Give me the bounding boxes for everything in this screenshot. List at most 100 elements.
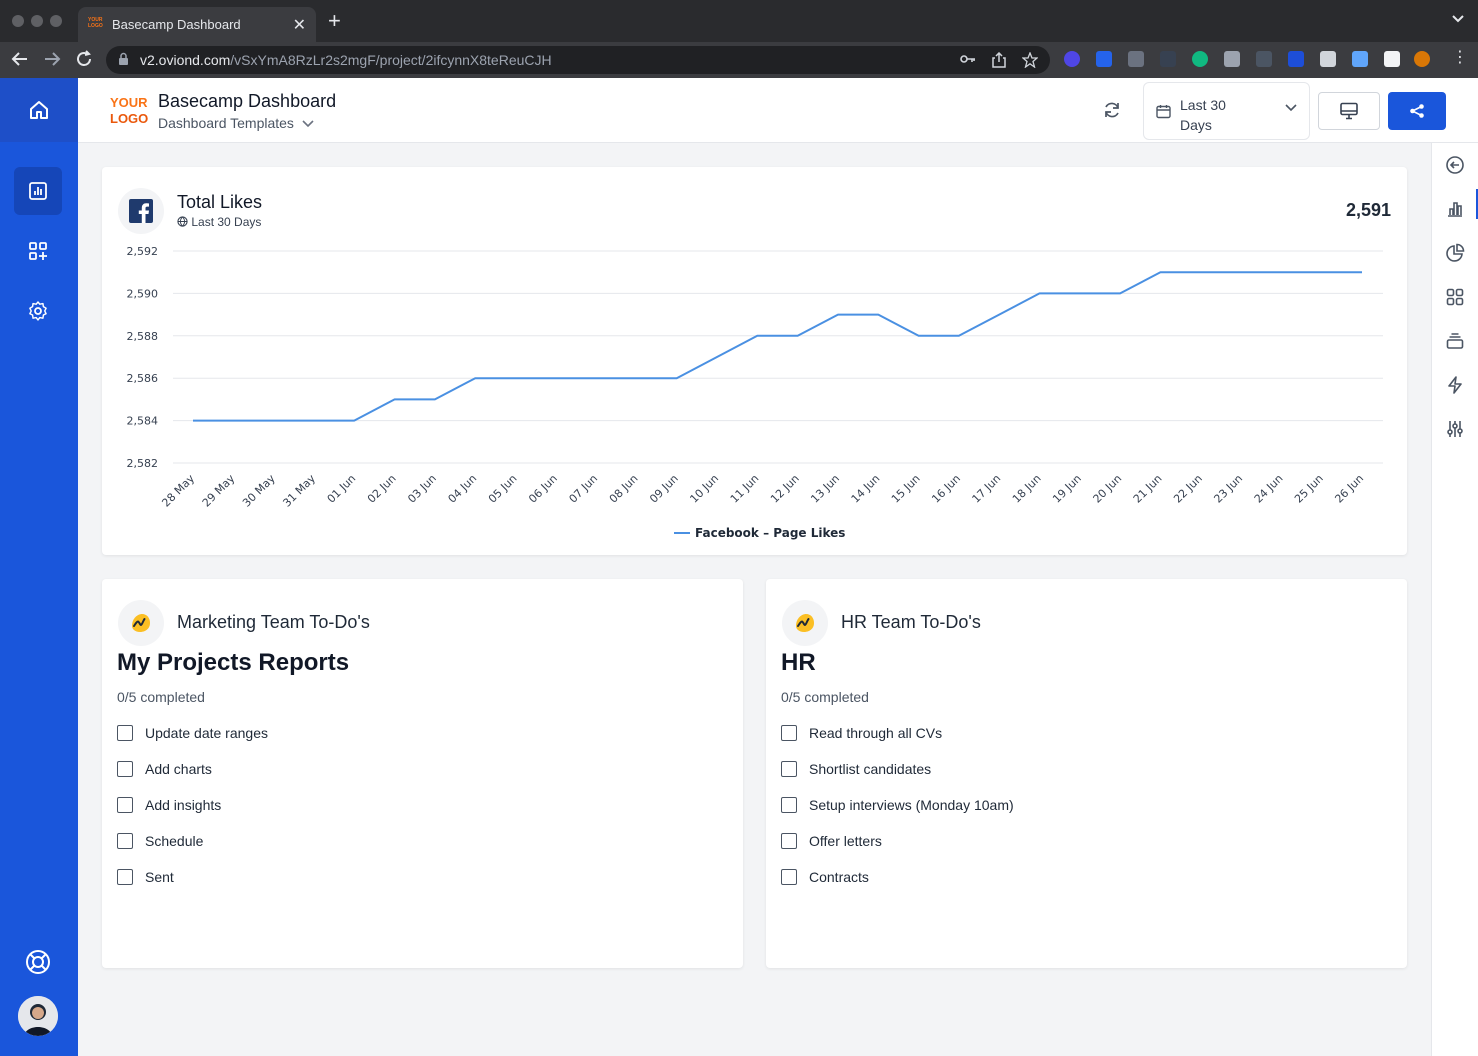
todo-checkbox[interactable]	[117, 797, 133, 813]
x-tick-label: 04 Jun	[446, 472, 480, 506]
tab-title: Basecamp Dashboard	[112, 17, 241, 32]
sidebar-help-button[interactable]	[14, 938, 62, 986]
todo-item: Offer letters	[781, 831, 1014, 867]
refresh-button[interactable]	[1102, 100, 1122, 125]
todo-list: Update date ranges Add charts Add insigh…	[117, 723, 268, 903]
extension-code-icon[interactable]	[1128, 51, 1144, 67]
x-tick-label: 12 Jun	[768, 472, 802, 506]
widget-subtitle: Last 30 Days	[177, 215, 261, 229]
back-arrow-icon[interactable]	[1445, 155, 1465, 175]
series-line	[193, 271, 1362, 422]
page-header: YOUR LOGO Basecamp Dashboard Dashboard T…	[78, 78, 1478, 143]
sliders-icon[interactable]	[1445, 419, 1465, 439]
forward-arrow-icon[interactable]	[42, 49, 62, 73]
share-icon	[1410, 104, 1424, 118]
x-tick-label: 26 Jun	[1332, 472, 1366, 506]
right-tool-rail	[1431, 143, 1478, 1056]
pie-chart-icon[interactable]	[1445, 243, 1465, 263]
x-tick-label: 31 May	[280, 472, 318, 510]
extension-bitwarden-icon[interactable]	[1096, 51, 1112, 67]
grid-icon[interactable]	[1445, 287, 1465, 307]
date-range-label: Last 30 Days	[1180, 97, 1226, 133]
window-zoom-dot[interactable]	[50, 15, 62, 27]
todo-item: Contracts	[781, 867, 1014, 903]
x-tick-label: 01 Jun	[325, 472, 359, 506]
lifebuoy-icon	[26, 950, 50, 974]
todo-checkbox[interactable]	[781, 761, 797, 777]
likes-line-chart: 2,582 2,584 2,586 2,588 2,590 2,592 28 May 29 M…	[127, 245, 1383, 540]
x-tick-label: 08 Jun	[607, 472, 641, 506]
todo-item-text: Shortlist candidates	[809, 761, 932, 777]
address-bar[interactable]: v2.oviond.com/vSxYmA8RzLr2s2mgF/project/…	[106, 46, 1050, 74]
x-tick-label: 15 Jun	[889, 472, 923, 506]
bar-chart-icon[interactable]	[1445, 199, 1465, 219]
page-title: Basecamp Dashboard	[158, 91, 337, 111]
extension-camera-icon[interactable]	[1224, 51, 1240, 67]
y-tick-label: 2,590	[127, 287, 159, 300]
back-arrow-icon[interactable]	[10, 49, 30, 73]
browser-toolbar: v2.oviond.com/vSxYmA8RzLr2s2mgF/project/…	[0, 42, 1478, 78]
todo-checkbox[interactable]	[781, 797, 797, 813]
sidebar-item-reports[interactable]	[14, 167, 62, 215]
sidebar-item-settings[interactable]	[14, 287, 62, 335]
extension-gear-icon[interactable]	[1064, 51, 1080, 67]
date-range-select[interactable]: Last 30 Days	[1143, 82, 1310, 140]
extensions-puzzle-icon[interactable]	[1320, 51, 1336, 67]
todo-checkbox[interactable]	[781, 725, 797, 741]
todo-project-name: HR	[781, 649, 816, 676]
url-path: /vSxYmA8RzLr2s2mgF/project/2ifcynnX8teRe…	[230, 52, 552, 68]
key-icon[interactable]	[960, 52, 976, 69]
x-tick-label: 18 Jun	[1010, 472, 1044, 506]
todo-list: Read through all CVs Shortlist candidate…	[781, 723, 1014, 903]
new-tab-icon[interactable]: +	[328, 8, 341, 33]
y-tick-label: 2,582	[127, 457, 159, 470]
y-tick-label: 2,584	[127, 415, 159, 428]
extension-box-icon[interactable]	[1288, 51, 1304, 67]
share-page-icon[interactable]	[992, 51, 1006, 71]
bookmark-star-icon[interactable]	[1021, 51, 1039, 71]
x-tick-label: 22 Jun	[1171, 472, 1205, 506]
todo-item-text: Offer letters	[809, 833, 882, 849]
browser-menu-icon[interactable]: ⋮	[1452, 49, 1468, 66]
browser-tab[interactable]: YOUR LOGO Basecamp Dashboard ✕	[78, 7, 316, 42]
widgets-icon	[29, 242, 47, 260]
side-panel-icon[interactable]	[1384, 51, 1400, 67]
x-tick-label: 05 Jun	[486, 472, 520, 506]
window-minimize-dot[interactable]	[31, 15, 43, 27]
todo-item-text: Add charts	[145, 761, 212, 777]
downloads-icon[interactable]	[1352, 51, 1368, 67]
sidebar-home-button[interactable]	[0, 78, 78, 142]
todo-checkbox[interactable]	[117, 869, 133, 885]
todo-checkbox[interactable]	[117, 833, 133, 849]
extension-picker-icon[interactable]	[1160, 51, 1176, 67]
share-button[interactable]	[1388, 92, 1446, 130]
window-close-dot[interactable]	[12, 15, 24, 27]
reload-icon[interactable]	[74, 49, 94, 73]
monitor-icon	[1340, 102, 1358, 120]
present-mode-button[interactable]	[1318, 92, 1380, 130]
todo-item: Add insights	[117, 795, 268, 831]
stack-icon[interactable]	[1445, 331, 1465, 351]
tab-search-chevron-icon[interactable]	[1452, 12, 1464, 26]
y-tick-label: 2,586	[127, 372, 159, 385]
x-tick-label: 23 Jun	[1211, 472, 1245, 506]
sidebar-item-widgets[interactable]	[14, 227, 62, 275]
tab-close-icon[interactable]: ✕	[292, 17, 306, 34]
extension-grammarly-icon[interactable]	[1192, 51, 1208, 67]
todo-item-text: Add insights	[145, 797, 222, 813]
todo-checkbox[interactable]	[781, 869, 797, 885]
profile-avatar-icon[interactable]	[1414, 51, 1430, 67]
user-avatar[interactable]	[18, 996, 58, 1036]
extension-window-icon[interactable]	[1256, 51, 1272, 67]
todo-progress-text: 0/5 completed	[117, 689, 205, 705]
dashboard-templates-dropdown[interactable]: Dashboard Templates	[158, 115, 314, 131]
lightning-icon[interactable]	[1445, 375, 1465, 395]
globe-icon	[177, 216, 188, 227]
todo-item: Update date ranges	[117, 723, 268, 759]
todo-checkbox[interactable]	[781, 833, 797, 849]
todo-checkbox[interactable]	[117, 761, 133, 777]
x-tick-label: 10 Jun	[687, 472, 721, 506]
todo-item: Add charts	[117, 759, 268, 795]
todo-checkbox[interactable]	[117, 725, 133, 741]
todo-item: Shortlist candidates	[781, 759, 1014, 795]
